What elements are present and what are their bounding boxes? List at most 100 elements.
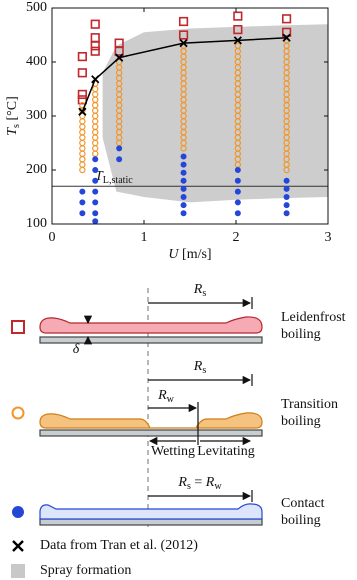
legend-swatch (11, 406, 25, 420)
legend-label: Contact boiling (281, 496, 325, 528)
legend-label: Leidenfrost boiling (281, 310, 346, 342)
data-point (79, 161, 86, 168)
data-point (178, 30, 189, 40)
radius-label: Rs (193, 282, 207, 299)
radius-label: Rs (193, 359, 207, 376)
data-point (283, 210, 290, 217)
data-point (283, 202, 290, 209)
x-tick-label: 0 (49, 230, 56, 245)
data-point (180, 169, 187, 176)
x-axis-label: U [m/s] (168, 247, 211, 262)
y-tick-label: 400 (26, 54, 47, 69)
label-part: s (202, 288, 206, 299)
data-point (234, 188, 241, 195)
label-part: R (205, 475, 215, 490)
legend-swatch (12, 506, 24, 518)
label-part: s (187, 481, 191, 492)
data-point (180, 202, 187, 209)
y-axis-label: Ts [°C] (5, 96, 22, 136)
data-point (92, 91, 99, 98)
label-part: [°C] (5, 96, 20, 124)
data-point (92, 177, 99, 184)
label-part: = (191, 475, 206, 490)
data-point (281, 27, 292, 37)
data-point (90, 19, 100, 29)
data-point (77, 89, 87, 99)
schematics (39, 288, 263, 528)
data-point (281, 14, 292, 24)
data-point (233, 11, 243, 21)
data-point (92, 139, 99, 147)
data-point (79, 123, 86, 131)
data-point (234, 210, 241, 217)
data-point (77, 51, 87, 62)
x-tick-label: 2 (233, 230, 240, 245)
region-label: Wetting (151, 444, 195, 459)
data-point (92, 112, 99, 120)
data-point (92, 188, 99, 195)
data-point (92, 96, 99, 104)
region-label: Levitating (197, 444, 255, 459)
label-part: R (193, 359, 203, 374)
reference-label: TL,static (95, 169, 133, 186)
data-point (180, 177, 187, 184)
data-point (180, 185, 187, 192)
data-point (116, 145, 123, 152)
data-point (178, 16, 189, 27)
label-part: δ (73, 342, 80, 357)
data-point (79, 150, 86, 157)
data-point (283, 166, 290, 174)
legend-swatch (11, 320, 25, 334)
label-part: w (167, 394, 175, 405)
data-point (92, 123, 99, 131)
data-point (92, 145, 99, 152)
data-point (115, 53, 124, 62)
data-point (79, 155, 86, 163)
label-part: R (157, 388, 167, 403)
data-point (91, 75, 100, 84)
radius-label: Rs = Rw (177, 475, 222, 492)
data-point (79, 166, 86, 174)
data-point (92, 167, 99, 173)
data-point (79, 188, 86, 195)
label-part: R (193, 282, 203, 297)
data-point (180, 210, 187, 217)
substrate (39, 336, 263, 344)
legend: Spray formation Data from Tran et al. (20… (11, 320, 198, 578)
data-point (79, 139, 86, 147)
label-part: L,static (103, 176, 133, 187)
thickness-label: δ (73, 342, 80, 357)
data-point (180, 161, 187, 168)
droplet (39, 316, 263, 334)
legend-label: Transition boiling (281, 397, 339, 429)
legend-label: Spray formation (40, 563, 131, 578)
data-point (116, 156, 123, 163)
data-point (78, 107, 87, 116)
y-tick-label: 100 (26, 216, 47, 231)
data-point (92, 85, 99, 93)
data-point (179, 38, 188, 48)
data-point (92, 101, 99, 109)
data-point (233, 24, 243, 35)
data-point (79, 118, 86, 125)
label-part: w (214, 481, 222, 492)
droplet (39, 412, 263, 429)
y-tick-label: 500 (26, 0, 47, 15)
substrate (39, 429, 263, 437)
data-point (77, 68, 87, 78)
label-part: [m/s] (179, 247, 212, 262)
wetting-radius-label: Rw (157, 388, 175, 405)
data-point (180, 145, 187, 152)
data-point (282, 33, 291, 42)
label-part: s (202, 365, 206, 376)
data-point (92, 150, 99, 157)
data-point (234, 177, 241, 184)
data-line (81, 36, 287, 112)
data-point (92, 156, 99, 163)
data-point (92, 118, 99, 125)
data-point (114, 46, 124, 56)
data-point (79, 145, 86, 152)
